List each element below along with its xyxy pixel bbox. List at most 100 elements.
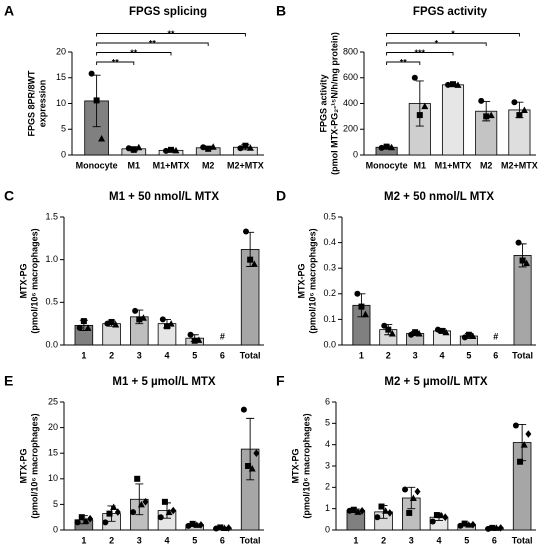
- data-point: [442, 513, 449, 521]
- data-point: [517, 458, 524, 465]
- data-point: [385, 326, 392, 333]
- x-tick-label: M2: [480, 160, 493, 170]
- data-point: [361, 310, 369, 318]
- data-point: [114, 508, 121, 516]
- x-tick-label: Monocyte: [366, 160, 408, 170]
- significance-bracket: [386, 61, 421, 65]
- data-point: [465, 521, 473, 528]
- significance-bracket: [386, 33, 520, 37]
- data-point: [80, 318, 87, 325]
- significance-label: **: [130, 48, 138, 58]
- x-tick-label: Total: [240, 350, 261, 360]
- data-point: [520, 106, 528, 113]
- y-tick-label: 0.4: [323, 237, 336, 247]
- data-point: [520, 441, 528, 448]
- data-point: [246, 144, 254, 151]
- annotation: #: [220, 331, 225, 341]
- data-point: [247, 256, 254, 263]
- significance-bracket: [96, 42, 209, 46]
- panel-title: M1 + 50 nmol/L MTX: [109, 191, 219, 203]
- data-point: [493, 524, 501, 531]
- y-tick-label: 0: [53, 524, 58, 534]
- x-tick-label: 3: [137, 535, 142, 545]
- data-point: [159, 316, 166, 323]
- x-tick-label: M1+MTX: [153, 160, 190, 170]
- x-tick-label: 1: [81, 350, 86, 360]
- data-point: [165, 508, 173, 516]
- data-point: [88, 70, 95, 77]
- data-point: [93, 97, 100, 104]
- data-point: [519, 257, 526, 264]
- panel-letter: C: [4, 188, 14, 204]
- significance-label: **: [400, 57, 408, 67]
- significance-bracket: [386, 52, 454, 56]
- data-point: [245, 463, 252, 469]
- data-point: [359, 507, 366, 515]
- bar: [513, 254, 532, 346]
- data-point: [253, 449, 260, 457]
- x-tick-label: 2: [386, 350, 391, 360]
- data-point: [161, 498, 168, 505]
- significance-label: *: [435, 38, 439, 48]
- y-tick-label: 3: [325, 460, 330, 470]
- data-point: [416, 112, 423, 119]
- x-tick-label: 5: [192, 350, 197, 360]
- error-bar: [407, 486, 416, 510]
- data-point: [402, 486, 409, 493]
- data-point: [248, 465, 256, 472]
- data-point: [382, 507, 390, 514]
- x-tick-label: M1: [128, 160, 141, 170]
- data-point: [82, 517, 90, 524]
- x-tick-label: 4: [164, 350, 169, 360]
- data-point: [465, 331, 472, 338]
- y-tick-label: 0.1: [323, 314, 336, 324]
- panel-letter: A: [4, 3, 14, 19]
- y-axis-label: MTX-PG: [296, 264, 306, 299]
- significance-label: **: [149, 38, 157, 48]
- panel-letter: B: [276, 3, 286, 19]
- data-point: [429, 518, 436, 525]
- data-point: [461, 520, 468, 527]
- data-point: [489, 524, 496, 531]
- y-tick-label: 1: [325, 503, 330, 513]
- data-point: [469, 520, 476, 529]
- x-tick-label: 3: [413, 350, 418, 360]
- panel-title: M2 + 50 nmol/L MTX: [384, 191, 494, 203]
- data-point: [167, 320, 175, 327]
- y-tick-label: 25: [48, 396, 58, 406]
- data-point: [515, 239, 522, 246]
- data-point: [168, 146, 174, 153]
- panel-title: M2 + 5 µmol/L MTX: [384, 376, 488, 388]
- data-point: [221, 524, 229, 531]
- x-tick-label: M1: [414, 160, 427, 170]
- x-tick-label: 1: [359, 350, 364, 360]
- y-axis-label: MTX-PG: [18, 264, 28, 299]
- y-tick-label: 0.3: [323, 263, 336, 273]
- significance-bracket: [96, 61, 135, 65]
- y-tick-label: 5: [61, 124, 66, 134]
- data-point: [523, 259, 531, 267]
- y-tick-label: 10: [56, 98, 66, 108]
- y-tick-label: 1.0: [45, 254, 58, 264]
- data-point: [142, 498, 149, 506]
- y-tick-label: 400: [343, 98, 358, 108]
- x-tick-label: Total: [512, 535, 533, 545]
- x-tick-label: 4: [439, 350, 444, 360]
- data-point: [139, 314, 147, 321]
- data-point: [250, 260, 258, 267]
- data-point: [110, 503, 118, 510]
- data-point: [112, 321, 120, 328]
- panel-title: FPGS splicing: [129, 6, 207, 18]
- data-point: [74, 519, 81, 526]
- data-point: [125, 145, 132, 152]
- panel-letter: D: [276, 188, 286, 204]
- y-axis-label: (pmol/10⁶ macrophages): [301, 413, 311, 518]
- y-tick-label: 4: [325, 439, 330, 449]
- data-point: [157, 514, 164, 521]
- data-point: [205, 145, 212, 152]
- data-point: [358, 303, 365, 310]
- y-axis-label: MTX-PG: [290, 449, 300, 484]
- x-tick-label: M2+MTX: [227, 160, 264, 170]
- error-bar: [415, 80, 424, 127]
- y-tick-label: 0.2: [323, 288, 336, 298]
